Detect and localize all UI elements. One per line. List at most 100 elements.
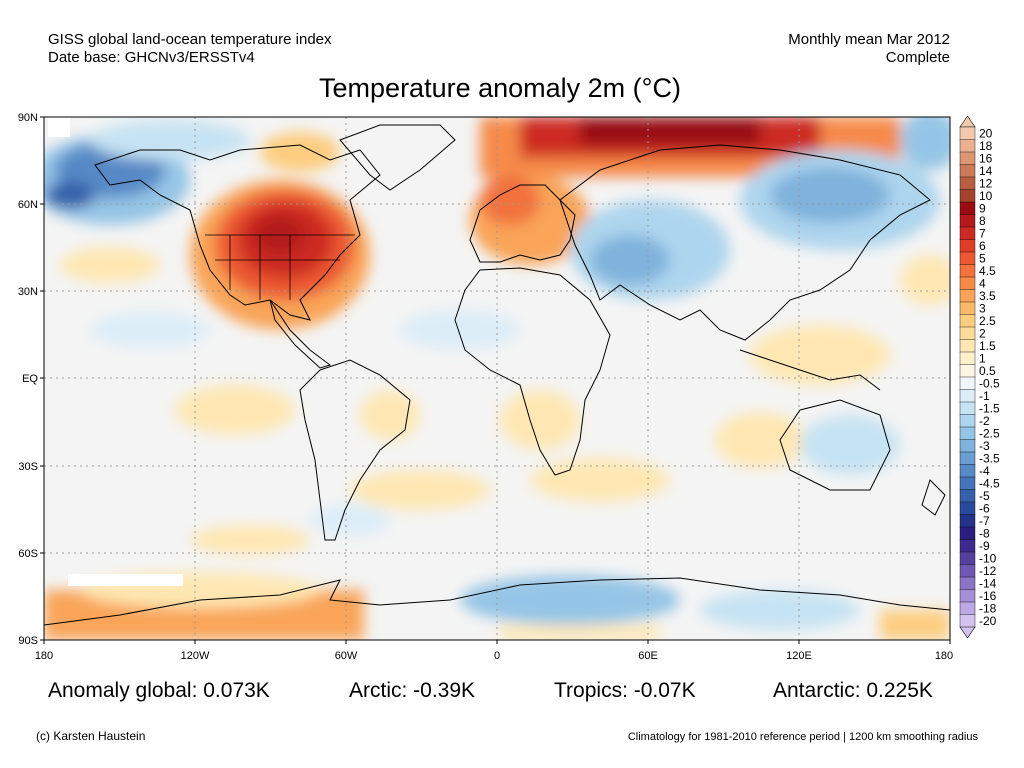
colorbar-swatch (959, 289, 976, 303)
latitude-labels: 90N 60N 30N EQ 30S 60S 90S (18, 112, 39, 647)
colorbar-label: 7 (979, 226, 986, 240)
global-anomaly: Anomaly global: 0.073K (48, 679, 270, 702)
europe-outline (469, 184, 576, 263)
colorbar-swatch (959, 239, 976, 253)
colorbar-swatch (959, 201, 976, 216)
asia-outline (559, 144, 931, 341)
central-america-outline (269, 299, 332, 369)
colorbar-label: 1.5 (979, 339, 996, 353)
colorbar-swatch (959, 376, 976, 391)
colorbar-label: 2 (979, 326, 986, 340)
colorbar-swatch (959, 564, 976, 578)
lat-label: EQ (22, 373, 38, 385)
tropics-anomaly: Tropics: -0.07K (554, 679, 696, 702)
indonesia-outline (739, 349, 881, 391)
colorbar-swatch (959, 189, 976, 203)
colorbar-label: -2.5 (979, 426, 1000, 440)
map-title: Temperature anomaly 2m (°C) (319, 73, 681, 103)
colorbar-swatch (959, 539, 976, 553)
lon-label: 60W (335, 650, 358, 662)
antarctic-anomaly: Antarctic: 0.225K (773, 679, 933, 702)
completeness-label: Complete (885, 49, 950, 66)
colorbar-label: 3 (979, 301, 986, 315)
north-america-outline (94, 144, 381, 321)
colorbar-swatch (959, 501, 976, 516)
period-label: Monthly mean Mar 2012 (788, 31, 950, 48)
south-america-outline (299, 359, 411, 541)
missing-data-patch (48, 117, 70, 137)
colorbar-label: -10 (979, 551, 997, 565)
climatology-note: Climatology for 1981-2010 reference peri… (627, 731, 978, 743)
arctic-anomaly: Arctic: -0.39K (349, 679, 476, 702)
colorbar-swatch (959, 364, 976, 378)
colorbar-label: 4.5 (979, 264, 996, 278)
colorbar-label: 14 (979, 164, 993, 178)
colorbar-swatch (959, 251, 976, 266)
colorbar-swatch (959, 351, 976, 366)
lon-label: 120E (786, 650, 812, 662)
colorbar-label: -14 (979, 576, 997, 590)
colorbar-label: -0.5 (979, 376, 1000, 390)
colorbar-label: -20 (979, 614, 997, 628)
colorbar-swatch (959, 401, 976, 416)
colorbar-swatch (959, 326, 976, 341)
lon-label: 120W (181, 650, 210, 662)
colorbar-label: -16 (979, 589, 997, 603)
colorbar-swatch (959, 389, 976, 403)
colorbar-label: -3 (979, 439, 990, 453)
colorbar-label: -7 (979, 514, 990, 528)
colorbar-min-arrow (959, 626, 976, 639)
lat-label: 30N (18, 286, 38, 298)
lon-label: 60E (638, 650, 658, 662)
africa-outline (454, 267, 611, 476)
header-left: GISS global land-ocean temperature index… (48, 31, 332, 67)
colorbar-label: 12 (979, 176, 993, 190)
colorbar-label: -9 (979, 539, 990, 553)
colorbar: 201816141210987654.543.532.521.510.5-0.5… (959, 115, 1000, 639)
graticule (44, 117, 950, 640)
lat-label: 60N (18, 199, 38, 211)
colorbar-swatch (959, 126, 976, 141)
colorbar-swatch (959, 514, 976, 528)
colorbar-label: 3.5 (979, 289, 996, 303)
colorbar-swatch (959, 589, 976, 603)
missing-data-patch (68, 574, 183, 586)
antarctica-outline (44, 577, 950, 626)
colorbar-swatch (959, 601, 976, 616)
stats-row: Anomaly global: 0.073K Arctic: -0.39K Tr… (0, 679, 1024, 707)
colorbar-label: -1.5 (979, 401, 1000, 415)
colorbar-label: 10 (979, 189, 993, 203)
map-field (44, 117, 950, 640)
colorbar-label: -4 (979, 464, 990, 478)
colorbar-label: -1 (979, 389, 990, 403)
database-name: Date base: GHCNv3/ERSSTv4 (48, 49, 255, 66)
colorbar-swatch (959, 139, 976, 153)
copyright: (c) Karsten Haustein (36, 729, 146, 743)
lon-label: 180 (35, 650, 53, 662)
colorbar-swatch (959, 301, 976, 316)
colorbar-swatch (959, 576, 976, 591)
colorbar-swatch (959, 276, 976, 291)
colorbar-label: -3.5 (979, 451, 1000, 465)
australia-outline (779, 399, 891, 491)
colorbar-label: -5 (979, 489, 990, 503)
colorbar-swatch (959, 339, 976, 353)
colorbar-label: 2.5 (979, 314, 996, 328)
lat-label: 90S (18, 635, 38, 647)
colorbar-swatch (959, 314, 976, 328)
lon-label: 180 (935, 650, 953, 662)
colorbar-label: -2 (979, 414, 990, 428)
index-name: GISS global land-ocean temperature index (48, 31, 332, 48)
colorbar-label: -6 (979, 501, 990, 515)
colorbar-swatch (959, 551, 976, 566)
header-right: Monthly mean Mar 2012 Complete (788, 31, 950, 67)
colorbar-label: 1 (979, 351, 986, 365)
colorbar-swatch (959, 426, 976, 441)
colorbar-swatch (959, 614, 976, 628)
colorbar-swatch (959, 226, 976, 241)
colorbar-max-arrow (959, 115, 976, 128)
colorbar-label: 18 (979, 139, 993, 153)
colorbar-label: -12 (979, 564, 997, 578)
coastlines (44, 124, 950, 626)
